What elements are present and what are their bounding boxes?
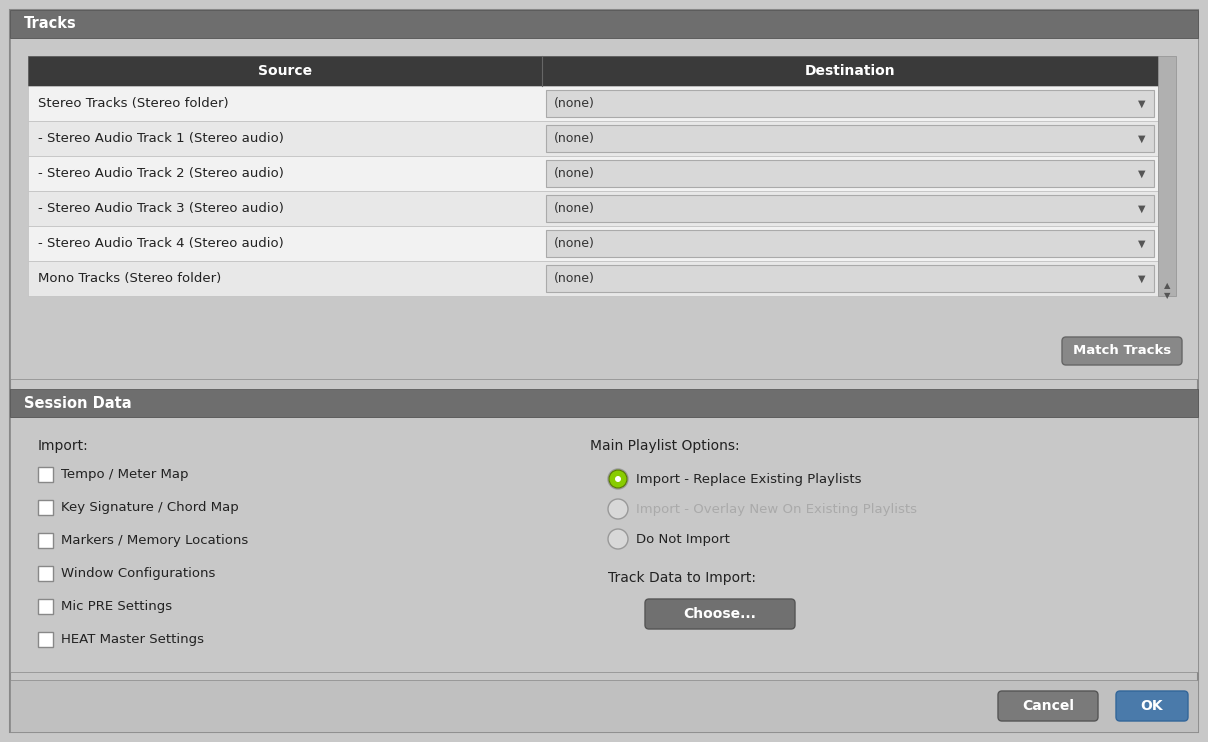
Text: (none): (none) [554, 202, 594, 215]
Text: OK: OK [1140, 699, 1163, 713]
Text: ▼: ▼ [1138, 274, 1145, 283]
Text: Mic PRE Settings: Mic PRE Settings [60, 600, 172, 613]
Text: (none): (none) [554, 272, 594, 285]
Text: Import:: Import: [37, 439, 88, 453]
Bar [546, 195, 1154, 222]
FancyBboxPatch shape [1116, 691, 1187, 721]
Bar [28, 261, 1158, 296]
Bar [37, 599, 53, 614]
Circle shape [615, 476, 621, 482]
Text: Tracks: Tracks [24, 16, 77, 31]
Bar [37, 632, 53, 647]
Text: ▼: ▼ [1138, 99, 1145, 108]
Text: (none): (none) [554, 132, 594, 145]
Bar [546, 125, 1154, 152]
FancyBboxPatch shape [645, 599, 795, 629]
Text: Match Tracks: Match Tracks [1073, 344, 1171, 358]
Circle shape [608, 469, 628, 489]
Text: Mono Tracks (Stereo folder): Mono Tracks (Stereo folder) [37, 272, 221, 285]
Text: Cancel: Cancel [1022, 699, 1074, 713]
Circle shape [609, 470, 627, 488]
Text: Stereo Tracks (Stereo folder): Stereo Tracks (Stereo folder) [37, 97, 228, 110]
Bar [37, 500, 53, 515]
Text: Markers / Memory Locations: Markers / Memory Locations [60, 534, 249, 547]
Text: Do Not Import: Do Not Import [635, 533, 730, 545]
Bar [37, 533, 53, 548]
Text: (none): (none) [554, 237, 594, 250]
Text: ▼: ▼ [1138, 168, 1145, 179]
Text: ▼: ▼ [1138, 203, 1145, 214]
Bar [546, 160, 1154, 187]
Bar [10, 10, 1198, 38]
Text: - Stereo Audio Track 4 (Stereo audio): - Stereo Audio Track 4 (Stereo audio) [37, 237, 284, 250]
Text: Choose...: Choose... [684, 607, 756, 621]
Text: Import - Replace Existing Playlists: Import - Replace Existing Playlists [635, 473, 861, 485]
Text: Main Playlist Options:: Main Playlist Options: [590, 439, 739, 453]
Bar [10, 680, 1198, 732]
Bar [546, 265, 1154, 292]
Bar [28, 156, 1158, 191]
Text: ▼: ▼ [1163, 292, 1171, 301]
Text: - Stereo Audio Track 3 (Stereo audio): - Stereo Audio Track 3 (Stereo audio) [37, 202, 284, 215]
Text: - Stereo Audio Track 1 (Stereo audio): - Stereo Audio Track 1 (Stereo audio) [37, 132, 284, 145]
Bar [28, 226, 1158, 261]
Bar [10, 417, 1198, 672]
Circle shape [608, 499, 628, 519]
Bar [28, 56, 1158, 86]
FancyBboxPatch shape [1062, 337, 1181, 365]
Bar [37, 566, 53, 581]
Text: ▲: ▲ [1163, 281, 1171, 291]
Text: Destination: Destination [805, 64, 895, 78]
Text: Source: Source [259, 64, 312, 78]
Bar [10, 389, 1198, 417]
Text: (none): (none) [554, 167, 594, 180]
Bar [28, 121, 1158, 156]
Bar [37, 467, 53, 482]
Text: Tempo / Meter Map: Tempo / Meter Map [60, 468, 188, 481]
Text: Import - Overlay New On Existing Playlists: Import - Overlay New On Existing Playlis… [635, 502, 917, 516]
Bar [28, 191, 1158, 226]
Text: ▼: ▼ [1138, 134, 1145, 143]
Text: - Stereo Audio Track 2 (Stereo audio): - Stereo Audio Track 2 (Stereo audio) [37, 167, 284, 180]
Bar [28, 86, 1158, 121]
Text: ▼: ▼ [1138, 238, 1145, 249]
Text: Session Data: Session Data [24, 395, 132, 410]
Text: HEAT Master Settings: HEAT Master Settings [60, 633, 204, 646]
Bar [10, 38, 1198, 379]
Bar [1158, 56, 1177, 296]
FancyBboxPatch shape [998, 691, 1098, 721]
Text: (none): (none) [554, 97, 594, 110]
Bar [546, 230, 1154, 257]
Text: Window Configurations: Window Configurations [60, 567, 215, 580]
Circle shape [608, 529, 628, 549]
Bar [546, 90, 1154, 117]
Text: Track Data to Import:: Track Data to Import: [608, 571, 756, 585]
Text: Key Signature / Chord Map: Key Signature / Chord Map [60, 501, 239, 514]
